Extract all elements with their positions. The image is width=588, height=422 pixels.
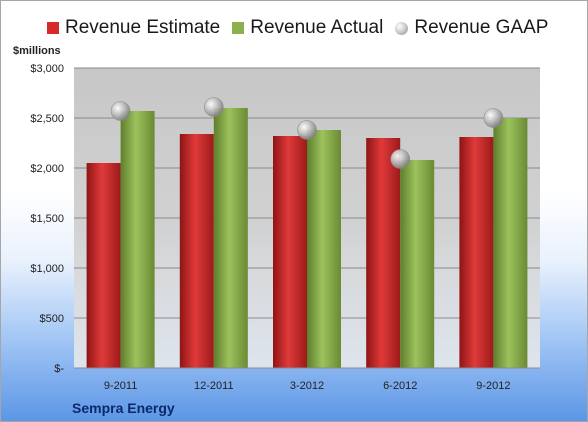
bar-revenue-actual [493,118,528,368]
marker-revenue-gaap [297,120,317,140]
y-axis-unit-label: $millions [13,45,61,57]
bar-revenue-estimate [273,136,307,368]
company-label: Sempra Energy [72,400,175,416]
bar-revenue-estimate [179,134,214,368]
legend-item-revenue-estimate: Revenue Estimate [47,17,220,39]
y-tick-label: $500 [40,313,64,325]
y-axis-ticks: $- $500 $1,000 $1,500 $2,000 $2,500 $3,000 [30,63,64,375]
bar-revenue-estimate [86,163,121,368]
x-tick-label: 9-2012 [476,380,510,392]
x-axis-ticks: 9-2011 12-2011 3-2012 6-2012 9-2012 [104,380,511,392]
bar-revenue-actual [120,111,155,368]
bars [86,108,528,368]
x-tick-label: 9-2011 [104,380,137,392]
marker-revenue-gaap [110,101,131,121]
y-tick-label: $1,500 [30,213,64,225]
bar-revenue-estimate [366,138,401,368]
marker-revenue-gaap [204,97,224,117]
y-tick-label: $3,000 [30,63,64,75]
legend-item-revenue-actual: Revenue Actual [232,17,383,39]
y-tick-label: $2,500 [30,113,64,125]
legend-label-revenue-estimate: Revenue Estimate [65,17,221,38]
bar-revenue-actual [307,130,341,368]
x-tick-label: 3-2012 [290,380,324,392]
legend-swatch-revenue-actual [232,22,245,34]
legend-swatch-revenue-gaap [395,21,409,35]
y-tick-label: $- [54,363,64,375]
marker-revenue-gaap [390,149,411,169]
legend-swatch-revenue-estimate [47,22,59,34]
gaap-markers [110,97,504,169]
y-tick-label: $2,000 [30,163,64,175]
marker-revenue-gaap [483,108,504,128]
y-tick-label: $1,000 [30,263,64,275]
legend-label-revenue-actual: Revenue Actual [250,17,384,38]
bar-revenue-actual [400,160,435,368]
legend-item-revenue-gaap: Revenue GAAP [395,17,548,39]
bar-revenue-estimate [459,137,494,368]
legend: Revenue Estimate Revenue Actual Revenue … [47,15,548,41]
legend-label-revenue-gaap: Revenue GAAP [414,17,549,38]
x-tick-label: 12-2011 [194,380,234,392]
bar-revenue-actual [213,108,248,368]
x-tick-label: 6-2012 [383,380,417,392]
